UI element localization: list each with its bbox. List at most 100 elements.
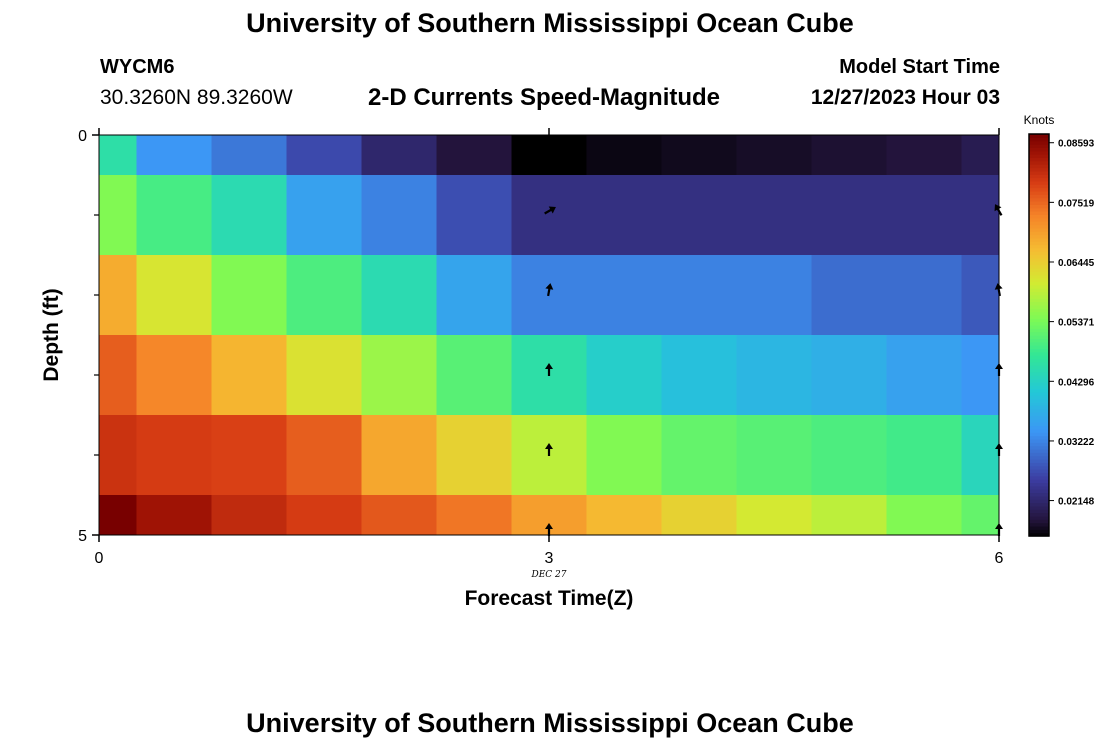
second-chart-title: University of Southern Mississippi Ocean… bbox=[246, 708, 854, 738]
colorbar-tick-label: 0.04296 bbox=[1058, 377, 1095, 388]
arrow-head bbox=[548, 206, 556, 214]
colorbar-segment bbox=[1029, 207, 1049, 212]
colorbar-frame bbox=[1028, 133, 1050, 537]
y-tick-label: 5 bbox=[78, 528, 87, 545]
colorbar-tick-label: 0.08593 bbox=[1058, 139, 1095, 150]
colorbar-segment bbox=[1029, 381, 1049, 386]
colorbar-segment bbox=[1029, 345, 1049, 349]
colorbar-segment bbox=[1029, 469, 1049, 473]
colorbar-segment bbox=[1029, 257, 1049, 262]
arrow-head bbox=[545, 523, 553, 529]
colorbar-segment bbox=[1029, 147, 1049, 152]
heatmap-cell bbox=[736, 255, 812, 336]
heatmap-cell bbox=[586, 415, 662, 496]
heatmap-cell bbox=[811, 255, 887, 336]
colorbar-segment bbox=[1029, 512, 1049, 517]
heatmap-cell bbox=[811, 175, 887, 256]
heatmap-cell bbox=[361, 335, 437, 416]
heatmap-cell bbox=[361, 255, 437, 336]
x-tick-label: 6 bbox=[995, 550, 1004, 567]
heatmap-cell bbox=[661, 175, 737, 256]
heatmap-cell bbox=[436, 495, 512, 536]
colorbar-segment bbox=[1029, 241, 1049, 246]
colorbar-segment bbox=[1029, 465, 1049, 470]
colorbar-segment bbox=[1029, 385, 1049, 390]
colorbar-segment bbox=[1029, 335, 1049, 339]
colorbar-segment bbox=[1029, 415, 1049, 420]
arrow-head bbox=[995, 443, 1003, 449]
colorbar-segment bbox=[1029, 150, 1049, 155]
heatmap-cell bbox=[436, 415, 512, 496]
heatmap-cell bbox=[811, 415, 887, 496]
heatmap-cell bbox=[736, 495, 812, 536]
colorbar-segment bbox=[1029, 505, 1049, 510]
heatmap-cell bbox=[961, 415, 1000, 496]
heatmap-cell bbox=[211, 495, 287, 536]
colorbar-segment bbox=[1029, 291, 1049, 296]
heatmap-cell bbox=[436, 135, 512, 176]
heatmap-cell bbox=[811, 335, 887, 416]
colorbar-segment bbox=[1029, 365, 1049, 370]
heatmap-cell bbox=[511, 175, 587, 256]
current-vector-arrow bbox=[545, 363, 553, 376]
colorbar-tick-label: 0.02148 bbox=[1058, 497, 1095, 508]
heatmap-cell bbox=[661, 335, 737, 416]
heatmap-cell bbox=[886, 495, 962, 536]
colorbar-segment bbox=[1029, 184, 1049, 189]
heatmap-cell bbox=[811, 495, 887, 536]
arrow-head bbox=[995, 523, 1003, 529]
current-vector-arrow bbox=[994, 283, 1003, 297]
colorbar-segment bbox=[1029, 217, 1049, 222]
colorbar-segment bbox=[1029, 445, 1049, 450]
current-vector-arrow bbox=[995, 443, 1003, 456]
arrow-head bbox=[994, 204, 1002, 212]
arrow-head bbox=[995, 363, 1003, 369]
heatmap-cell bbox=[136, 335, 212, 416]
heatmap-cell bbox=[661, 255, 737, 336]
heatmap-cell bbox=[661, 495, 737, 536]
heatmap-cell bbox=[211, 255, 287, 336]
arrow-head bbox=[994, 283, 1003, 290]
colorbar-tick-label: 0.03222 bbox=[1058, 437, 1095, 448]
colorbar-segment bbox=[1029, 348, 1049, 353]
colorbar-segment bbox=[1029, 254, 1049, 259]
current-vector-arrow bbox=[544, 206, 556, 215]
colorbar-segment bbox=[1029, 515, 1049, 520]
heatmap-cell bbox=[886, 175, 962, 256]
y-tick-label: 0 bbox=[78, 128, 87, 145]
colorbar-segment bbox=[1029, 509, 1049, 514]
colorbar-segment bbox=[1029, 391, 1049, 396]
colorbar-segment bbox=[1029, 318, 1049, 323]
heatmap-cell bbox=[211, 335, 287, 416]
colorbar-segment bbox=[1029, 495, 1049, 500]
colorbar-segment bbox=[1029, 525, 1049, 530]
heatmap-cell bbox=[586, 335, 662, 416]
colorbar-segment bbox=[1029, 395, 1049, 400]
colorbar-segment bbox=[1029, 197, 1049, 202]
colorbar-segment bbox=[1029, 529, 1049, 534]
heatmap-cell bbox=[99, 175, 137, 256]
heatmap-cell bbox=[961, 255, 1000, 336]
colorbar-segment bbox=[1029, 532, 1049, 537]
heatmap-cell bbox=[361, 135, 437, 176]
colorbar-segment bbox=[1029, 261, 1049, 266]
heatmap-cell bbox=[99, 335, 137, 416]
heatmap-cell bbox=[886, 135, 962, 176]
heatmap-cell bbox=[286, 495, 362, 536]
station-id: WYCM6 bbox=[100, 56, 175, 78]
colorbar-segment bbox=[1029, 448, 1049, 453]
colorbar-tick-label: 0.07519 bbox=[1058, 198, 1095, 209]
colorbar-segment bbox=[1029, 442, 1049, 447]
colorbar-segment bbox=[1029, 201, 1049, 205]
colorbar-segment bbox=[1029, 164, 1049, 169]
heatmap-cell bbox=[286, 255, 362, 336]
colorbar-segment bbox=[1029, 157, 1049, 162]
colorbar-segment bbox=[1029, 237, 1049, 242]
colorbar-segment bbox=[1029, 398, 1049, 403]
colorbar-segment bbox=[1029, 378, 1049, 383]
colorbar-segment bbox=[1029, 338, 1049, 343]
current-vector-arrow bbox=[545, 283, 554, 297]
heatmap-cell bbox=[286, 415, 362, 496]
colorbar-segment bbox=[1029, 251, 1049, 256]
colorbar-segment bbox=[1029, 304, 1049, 309]
